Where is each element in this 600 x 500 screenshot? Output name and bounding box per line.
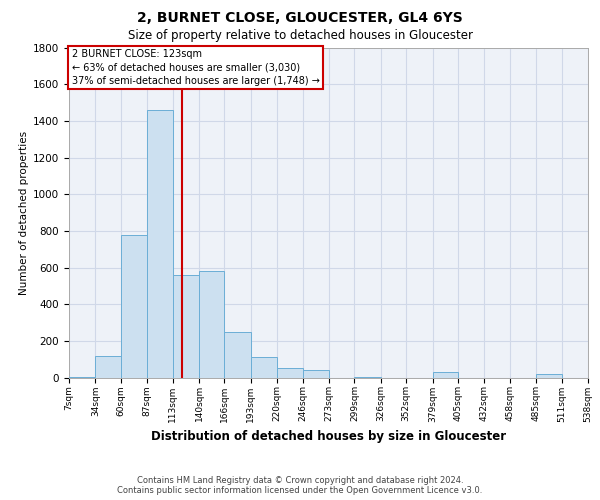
X-axis label: Distribution of detached houses by size in Gloucester: Distribution of detached houses by size … [151, 430, 506, 443]
Bar [173, 275, 199, 378]
Bar [277, 368, 302, 378]
Bar [355, 376, 381, 378]
Bar [536, 374, 562, 378]
Bar [199, 271, 224, 378]
Bar [433, 372, 458, 378]
Text: Contains HM Land Registry data © Crown copyright and database right 2024.
Contai: Contains HM Land Registry data © Crown c… [118, 476, 482, 495]
Bar [224, 332, 251, 378]
Bar [95, 356, 121, 378]
Text: Size of property relative to detached houses in Gloucester: Size of property relative to detached ho… [128, 29, 473, 42]
Text: 2, BURNET CLOSE, GLOUCESTER, GL4 6YS: 2, BURNET CLOSE, GLOUCESTER, GL4 6YS [137, 11, 463, 25]
Bar [69, 376, 95, 378]
Bar [251, 358, 277, 378]
Bar [121, 234, 147, 378]
Bar [302, 370, 329, 378]
Y-axis label: Number of detached properties: Number of detached properties [19, 130, 29, 294]
Bar [147, 110, 173, 378]
Text: 2 BURNET CLOSE: 123sqm
← 63% of detached houses are smaller (3,030)
37% of semi-: 2 BURNET CLOSE: 123sqm ← 63% of detached… [71, 49, 319, 86]
